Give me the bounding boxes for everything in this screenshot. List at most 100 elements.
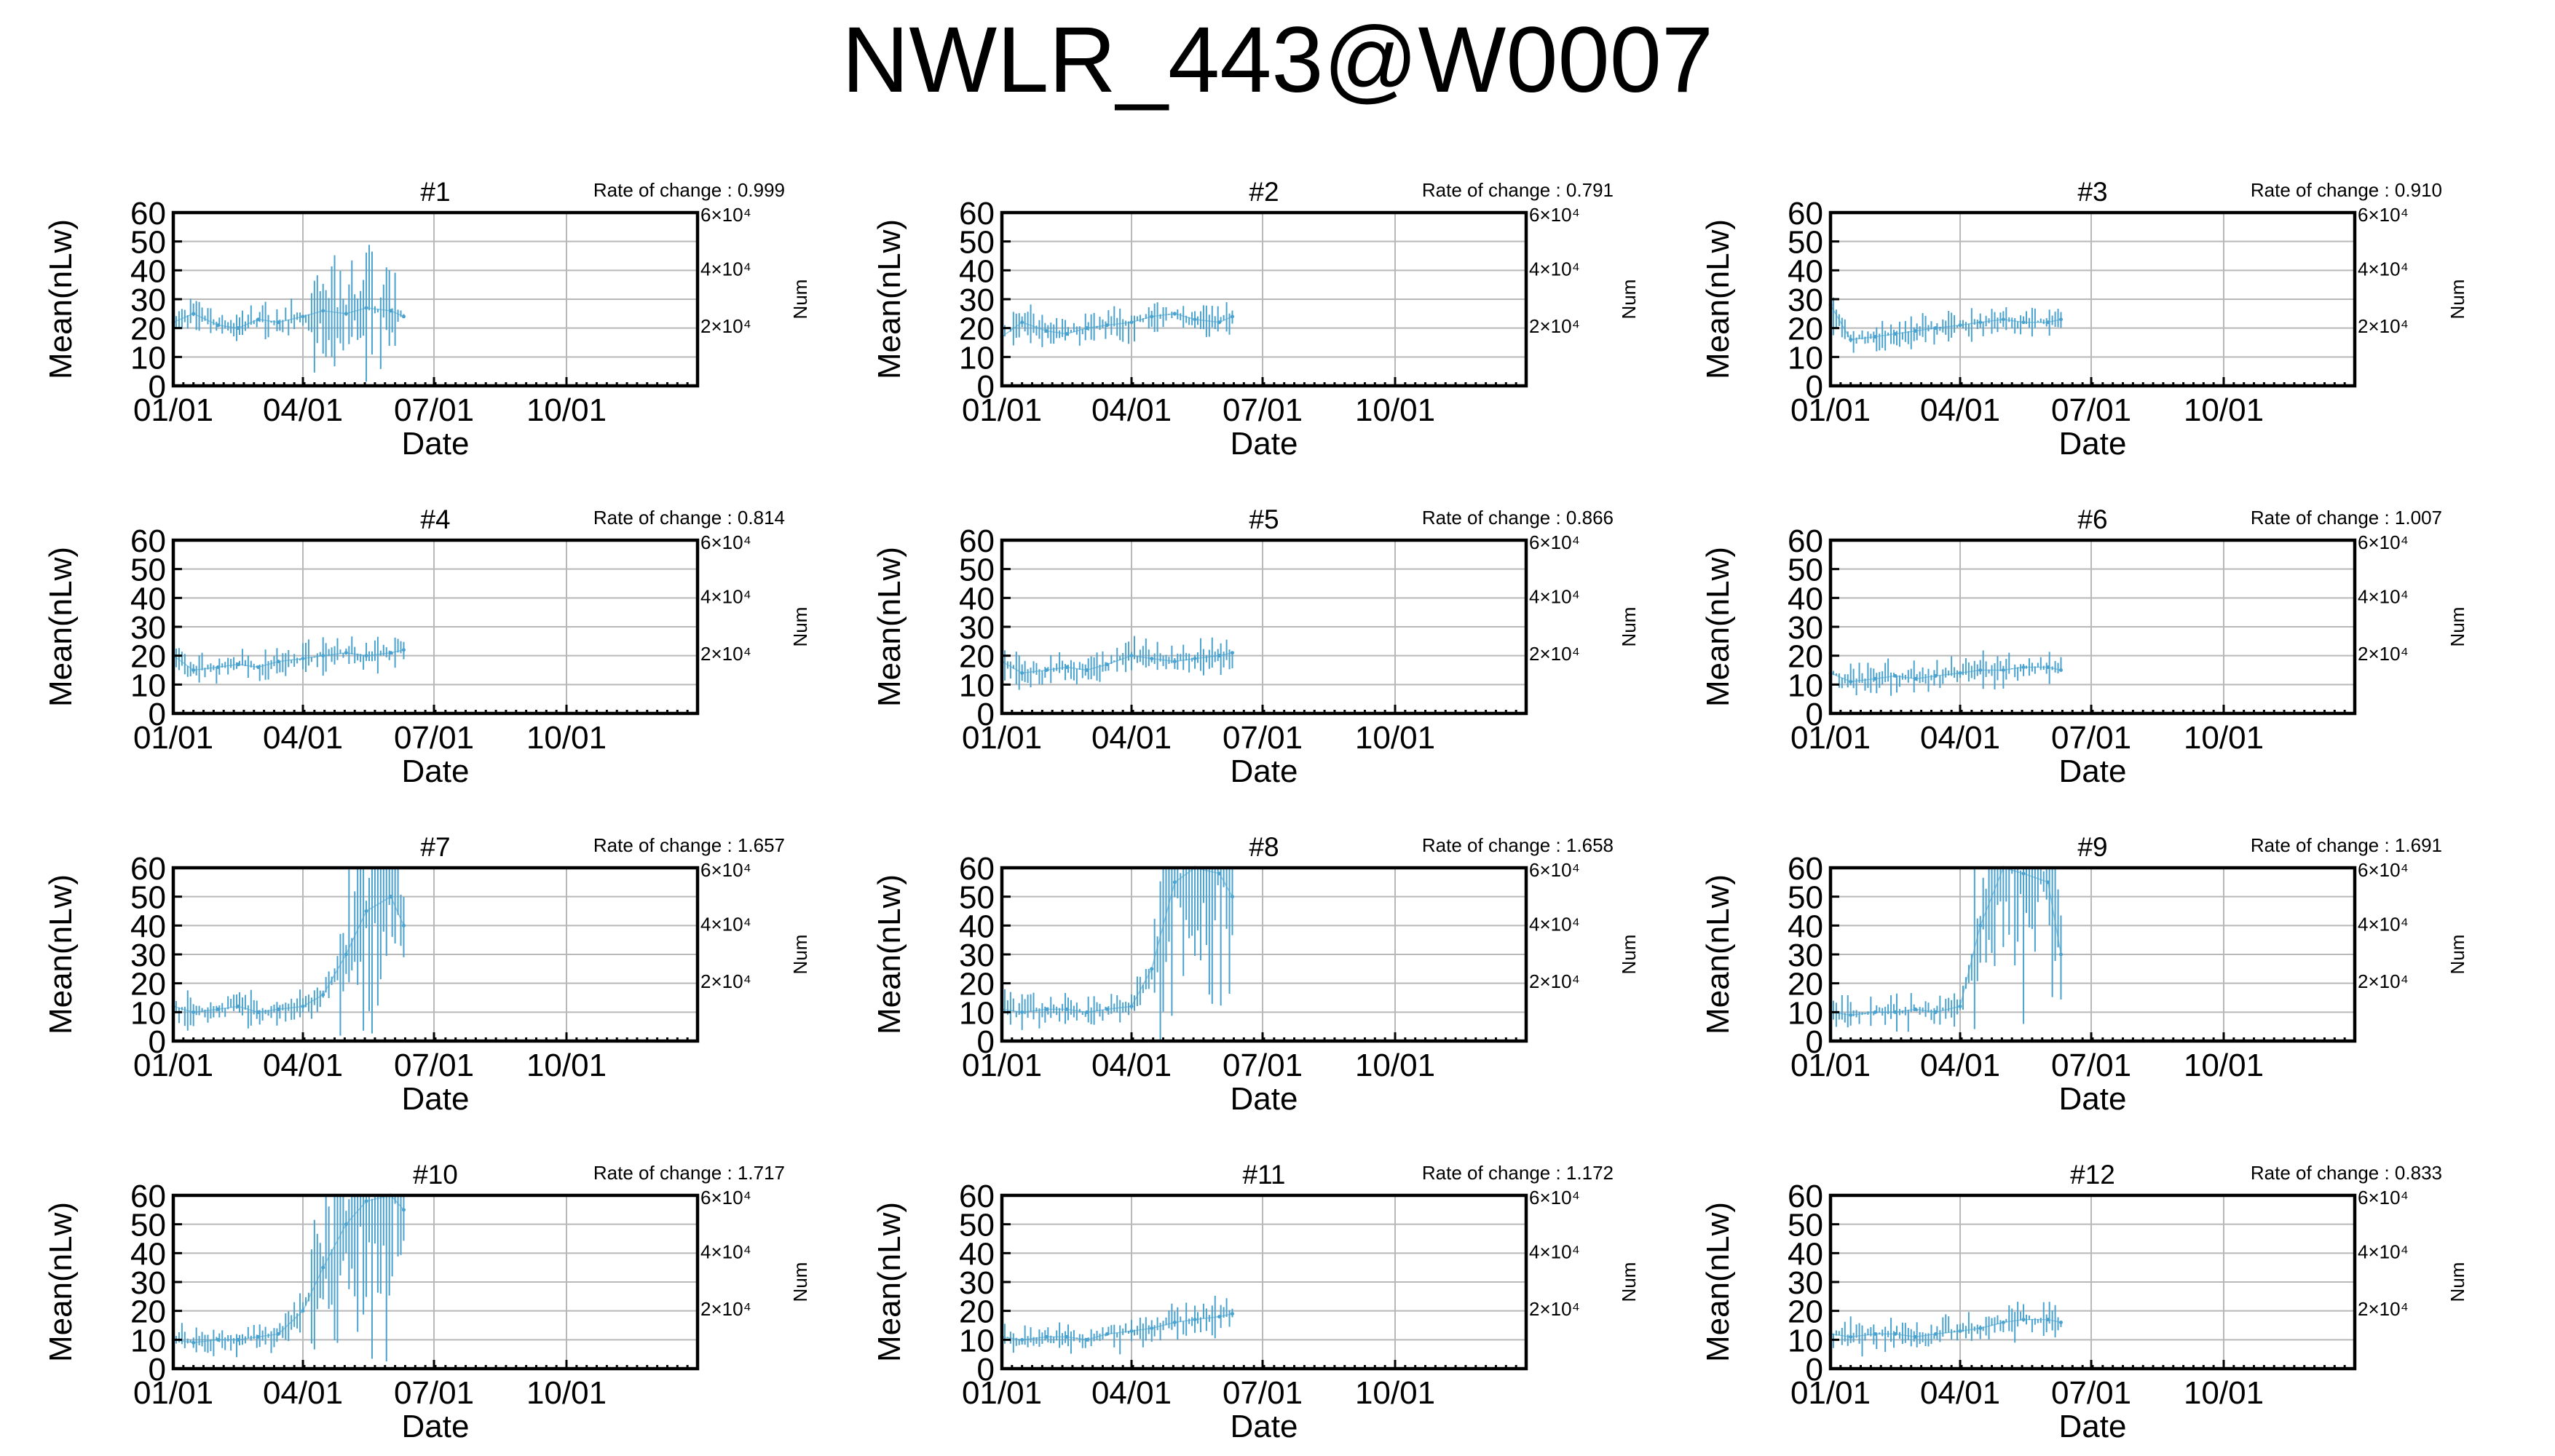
y-tick-label: 50 [1788,225,1823,261]
panel-title: #11 [1243,1160,1286,1190]
data-point [1217,654,1222,658]
data-point [216,1007,220,1011]
y-tick-label: 50 [959,1208,995,1243]
y-tick-label: 40 [1788,1236,1823,1272]
y-tick-label: 50 [959,880,995,916]
series-line [1830,304,2061,341]
y-tick-label: 20 [1788,1294,1823,1330]
data-point [1933,326,1938,331]
y-tick-label: 10 [959,1323,995,1358]
data-point [1958,670,1962,675]
y2-tick-label: 2×10⁴ [1529,1298,1580,1320]
series-line [173,307,404,329]
x-axis-label: Date [402,426,470,462]
series-line [1001,652,1233,674]
data-point [389,309,393,313]
y2-tick-label: 2×10⁴ [2358,970,2409,992]
x-axis-label: Date [402,1409,470,1444]
y2-tick-label: 6×10⁴ [700,204,751,226]
data-point [344,1222,348,1227]
panel-title: #8 [1249,832,1279,862]
y-tick-label: 60 [959,1179,995,1214]
x-tick-label: 07/01 [394,1375,474,1411]
x-tick-label: 04/01 [1091,392,1172,428]
rate-of-change-label: Rate of change : 0.866 [1422,507,1614,529]
data-point [256,1010,261,1014]
panel-title: #7 [420,832,450,862]
data-point [1020,1010,1024,1014]
data-point [401,314,406,319]
y2-tick-label: 2×10⁴ [700,643,751,665]
x-tick-label: 07/01 [2051,392,2131,428]
data-point [276,1332,280,1336]
series-range-bars [173,634,405,684]
panel-title: #6 [2077,505,2107,534]
rate-of-change-label: Rate of change : 1.691 [2251,834,2442,856]
data-point [1105,1007,1109,1011]
y2-tick-label: 4×10⁴ [700,914,751,935]
data-point [301,314,305,319]
data-point [364,1199,368,1203]
y-tick-label: 0 [977,697,995,732]
y2-tick-label: 4×10⁴ [2358,258,2409,280]
data-point [1150,657,1154,661]
x-tick-label: 01/01 [133,392,213,428]
x-tick-label: 04/01 [1920,1048,2000,1083]
data-point [1849,1013,1853,1017]
data-point [1129,320,1134,325]
y-tick-label: 30 [1788,610,1823,646]
data-point [1105,1332,1109,1336]
y2-tick-label: 6×10⁴ [2358,1187,2409,1208]
x-tick-label: 01/01 [962,392,1042,428]
y-tick-label: 40 [130,909,166,944]
data-point [191,1340,196,1345]
data-point [1958,1329,1962,1333]
data-point [256,665,261,670]
y-tick-label: 30 [959,610,995,646]
series-range-bars [173,868,405,1036]
y2-tick-label: 6×10⁴ [700,859,751,881]
y2-tick-label: 4×10⁴ [1529,258,1580,280]
x-tick-label: 07/01 [2051,720,2131,756]
data-point [1893,1010,1898,1014]
y-tick-label: 30 [959,282,995,318]
y-axis-label: Mean(nLw) [43,219,79,379]
x-tick-label: 01/01 [962,1048,1042,1083]
x-tick-label: 01/01 [962,1375,1042,1411]
y-tick-label: 40 [959,909,995,944]
data-point [276,320,280,325]
data-point [1150,1326,1154,1330]
series-range-bars [173,245,405,382]
data-point [2058,317,2063,322]
data-point [1933,1010,1938,1014]
x-tick-label: 01/01 [133,1375,213,1411]
data-point [1172,660,1177,664]
data-point [1044,1334,1049,1339]
y-tick-label: 40 [959,253,995,289]
y-axis-label: Mean(nLw) [1700,874,1736,1034]
y-tick-label: 60 [959,523,995,559]
data-point [2058,668,2063,672]
y2-axis-label: Num [2447,607,2468,647]
y-tick-label: 10 [130,995,166,1031]
y2-axis-label: Num [2447,280,2468,320]
y2-tick-label: 4×10⁴ [700,258,751,280]
data-point [1914,676,1918,681]
data-point [1849,679,1853,684]
y-tick-label: 30 [1788,1265,1823,1301]
data-point [1020,1337,1024,1342]
y2-tick-label: 4×10⁴ [2358,1241,2409,1263]
series-line [1830,666,2061,683]
y2-tick-label: 6×10⁴ [2358,204,2409,226]
panel-title: #3 [2077,177,2107,207]
x-tick-label: 10/01 [526,1375,607,1411]
data-point [1230,1312,1234,1316]
series-range-bars [173,1195,405,1362]
x-axis-label: Date [402,753,470,789]
y2-axis-label: Num [789,607,811,647]
y-tick-label: 10 [959,668,995,703]
data-point [1933,1332,1938,1336]
